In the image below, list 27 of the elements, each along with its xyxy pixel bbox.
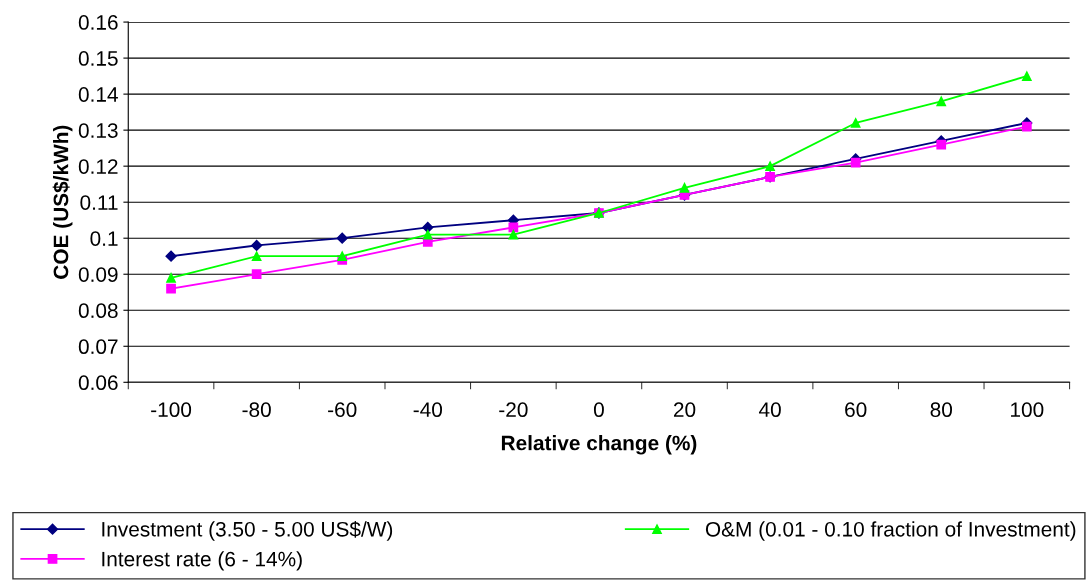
x-tick-label: 40 — [758, 402, 781, 418]
y-tick-label: 0.08 — [78, 303, 118, 319]
x-tick-label: -80 — [242, 402, 271, 418]
y-tick-label: 0.09 — [78, 267, 118, 282]
legend-label: Investment (3.50 - 5.00 US$/W) — [102, 521, 393, 541]
x-tick-label: 100 — [1011, 402, 1044, 418]
legend-label: Interest rate (6 - 14%) — [102, 551, 302, 571]
x-tick-label: 20 — [673, 402, 696, 418]
y-tick-label: 0.1 — [90, 231, 118, 246]
y-axis-title: COE (US$/kWh) — [52, 125, 73, 279]
x-tick-label: -40 — [413, 402, 443, 418]
x-tick-label: -60 — [328, 402, 357, 418]
y-tick-label: 0.14 — [78, 87, 118, 102]
y-tick-label: 0.13 — [78, 123, 118, 138]
y-tick-label: 0.06 — [78, 375, 118, 391]
y-tick-label: 0.07 — [78, 339, 118, 355]
y-tick-label: 0.11 — [80, 195, 118, 210]
legend-label: O&M (0.01 - 0.10 fraction of Investment) — [705, 521, 1076, 541]
x-tick-label: -100 — [151, 402, 192, 418]
y-tick-label: 0.15 — [78, 51, 118, 66]
y-tick-label: 0.12 — [78, 159, 118, 174]
x-tick-label: 60 — [845, 402, 867, 418]
x-axis-title: Relative change (%) — [501, 435, 697, 455]
x-tick-label: 0 — [593, 402, 604, 418]
y-tick-label: 0.16 — [78, 15, 118, 30]
x-tick-label: -20 — [499, 402, 528, 418]
x-tick-label: 80 — [930, 402, 953, 418]
